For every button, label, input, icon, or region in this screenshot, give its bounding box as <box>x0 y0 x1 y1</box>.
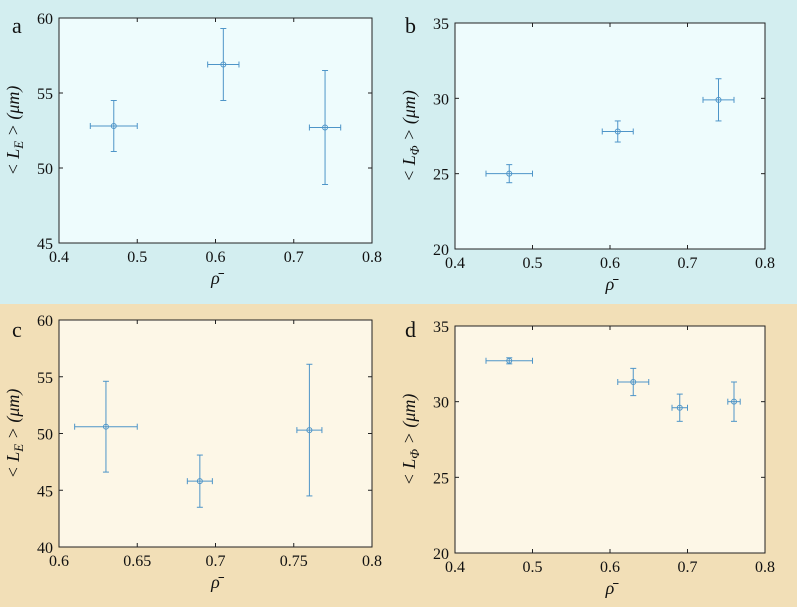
x-tick-label: 0.6 <box>49 553 69 570</box>
y-tick-label: 20 <box>433 242 449 259</box>
y-tick-label: 30 <box>433 395 449 412</box>
panel-label: a <box>12 13 22 38</box>
plot-frame <box>454 325 766 554</box>
marker <box>676 404 683 411</box>
data-point <box>485 164 533 184</box>
marker <box>715 96 722 103</box>
x-tick-label: 0.6 <box>600 559 620 576</box>
marker <box>306 427 313 434</box>
data-point <box>186 454 213 508</box>
marker <box>220 61 227 68</box>
y-tick-label: 60 <box>37 313 53 330</box>
x-tick-label: 0.8 <box>755 255 775 272</box>
y-axis-label: < LE > (μm) <box>3 389 26 479</box>
y-tick-label: 60 <box>37 11 53 28</box>
y-tick-label: 35 <box>433 16 449 33</box>
y-tick-label: 25 <box>433 167 449 184</box>
marker <box>322 124 329 131</box>
data-point <box>702 78 735 122</box>
marker <box>630 378 637 385</box>
y-tick-label: 50 <box>37 427 53 444</box>
marker <box>110 123 117 129</box>
y-tick-label: 20 <box>433 546 449 563</box>
x-tick-label: 0.4 <box>445 255 465 272</box>
x-tick-label: 0.7 <box>284 249 304 266</box>
marker <box>196 478 203 485</box>
x-tick-label: 0.5 <box>523 559 543 576</box>
x-tick-label: 0.7 <box>678 559 698 576</box>
y-tick-label: 35 <box>433 319 449 336</box>
data-point <box>727 381 741 422</box>
x-tick-label: 0.7 <box>678 255 698 272</box>
data-point <box>296 363 323 497</box>
x-tick-label: 0.6 <box>206 249 226 266</box>
x-tick-label: 0.8 <box>362 553 382 570</box>
plot-area <box>59 320 372 547</box>
plot-area <box>455 326 765 553</box>
data-point <box>485 357 533 365</box>
panel-label: b <box>405 13 416 38</box>
y-tick-label: 45 <box>37 483 53 500</box>
panel-label: d <box>405 317 416 342</box>
plot-frame <box>58 17 373 244</box>
x-tick-label: 0.5 <box>127 249 147 266</box>
x-tick-label: 0.8 <box>362 249 382 266</box>
data-point <box>671 393 688 422</box>
marker <box>506 357 513 364</box>
y-tick-label: 55 <box>37 370 53 387</box>
plot-area <box>59 18 372 243</box>
y-tick-label: 50 <box>37 161 53 178</box>
x-tick-label: 0.75 <box>280 553 308 570</box>
plot-frame <box>58 319 373 548</box>
y-axis-label: < LΦ > (μm) <box>399 394 422 486</box>
plot-area <box>455 23 765 249</box>
x-tick-label: 0.4 <box>49 249 69 266</box>
data-point <box>89 100 138 152</box>
y-tick-label: 55 <box>37 86 53 103</box>
y-tick-label: 45 <box>37 236 53 253</box>
x-tick-label: 0.5 <box>523 255 543 272</box>
y-tick-label: 40 <box>37 540 53 557</box>
y-axis-label: < LE > (μm) <box>3 86 26 176</box>
marker <box>731 398 737 405</box>
x-tick-label: 0.6 <box>600 255 620 272</box>
x-tick-label: 0.7 <box>206 553 226 570</box>
y-tick-label: 30 <box>433 91 449 108</box>
marker <box>102 423 109 430</box>
data-point <box>74 380 138 473</box>
data-point <box>601 120 634 143</box>
data-point <box>617 367 650 397</box>
x-tick-label: 0.65 <box>123 553 151 570</box>
panel-label: c <box>12 317 22 342</box>
y-axis-label: < LΦ > (μm) <box>399 90 422 182</box>
data-point <box>207 28 240 101</box>
data-point <box>308 70 342 185</box>
x-tick-label: 0.4 <box>445 559 465 576</box>
plot-frame <box>454 22 766 250</box>
x-tick-label: 0.8 <box>755 559 775 576</box>
marker <box>506 170 513 177</box>
marker <box>614 128 621 135</box>
y-tick-label: 25 <box>433 470 449 487</box>
